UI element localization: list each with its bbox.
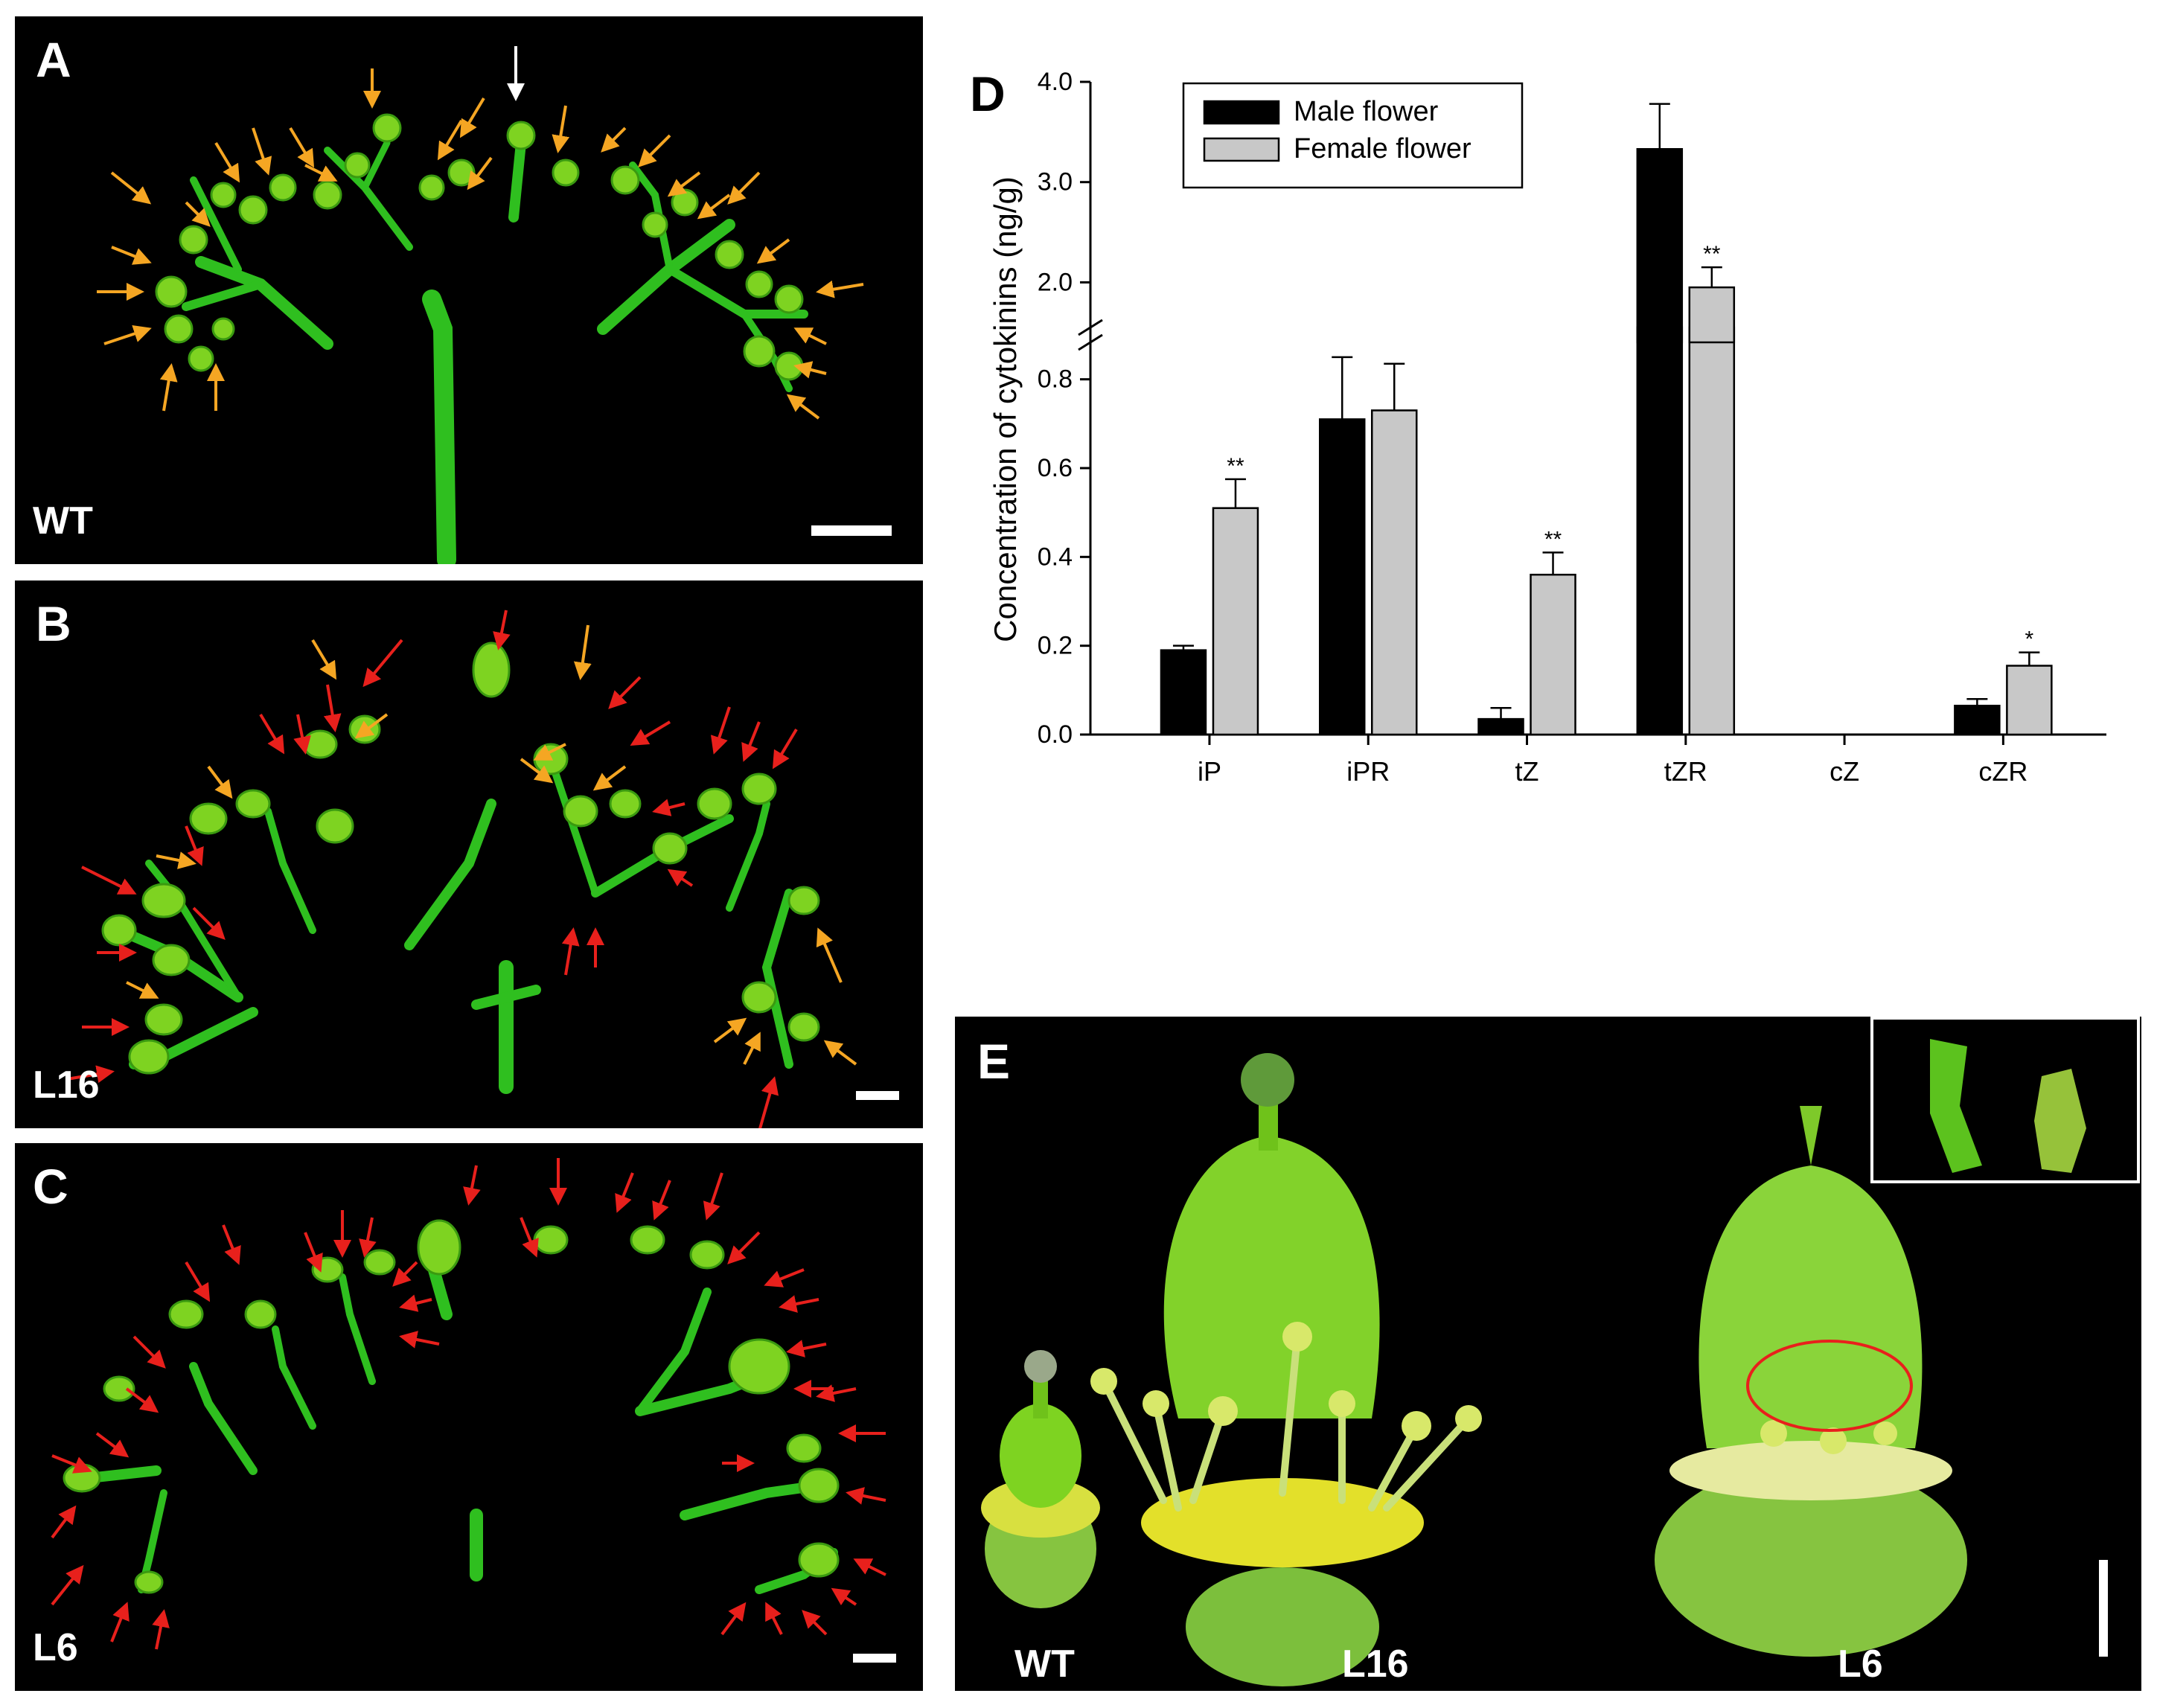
x-tick-label: cZ	[1830, 756, 1859, 787]
y-tick-label: 0.4	[1038, 543, 1073, 571]
scale-bar	[811, 525, 892, 536]
bar	[2006, 665, 2053, 736]
y-axis-label: Concentration of cytokinins (ng/g)	[988, 176, 1023, 642]
y-tick-label: 2.0	[1038, 268, 1073, 296]
bar	[1636, 326, 1684, 736]
x-tick-label: iP	[1198, 756, 1221, 787]
bar	[1636, 147, 1684, 344]
panel-letter: E	[977, 1034, 1011, 1089]
x-tick-label: cZR	[1978, 756, 2027, 787]
y-tick-label: 4.0	[1038, 68, 1073, 96]
panel-b-photo	[66, 610, 857, 1128]
significance-mark: **	[1544, 527, 1562, 551]
highlight-circle	[1746, 1340, 1913, 1432]
significance-mark: *	[2025, 627, 2034, 652]
l6-flower	[1655, 1106, 1967, 1657]
panel-b: B L16	[15, 580, 923, 1128]
genotype-label: WT	[33, 499, 93, 543]
panel-c: C L6	[15, 1143, 923, 1691]
y-tick-label: 0.0	[1038, 720, 1073, 749]
significance-mark: **	[1227, 454, 1244, 479]
axis-break-mark	[1078, 333, 1103, 351]
panel-a: A WT	[15, 16, 923, 564]
legend-label: Male flower	[1294, 96, 1439, 127]
legend-label: Female flower	[1294, 133, 1471, 164]
bar	[1212, 507, 1259, 736]
cytokinin-bar-chart: 0.0 0.2 0.4 0.6 0.8 2.0 3.0 4.0 Concentration of…	[988, 68, 2106, 787]
bar	[1530, 573, 1576, 736]
bar	[1477, 717, 1524, 736]
bar	[1160, 649, 1207, 736]
x-tick-label: tZR	[1664, 756, 1707, 787]
panel-letter-d: D	[970, 66, 1006, 121]
x-tick-label: tZ	[1515, 756, 1539, 787]
panel-letter: B	[36, 596, 71, 651]
inset	[1870, 1017, 2140, 1183]
genotype-label-wt: WT	[1014, 1643, 1075, 1686]
significance-mark: **	[1703, 242, 1721, 266]
axis-break-mark	[1078, 319, 1103, 336]
bar	[1370, 409, 1418, 736]
legend-swatch	[1203, 137, 1280, 162]
x-tick-label: iPR	[1346, 756, 1390, 787]
genotype-label-l6: L6	[1838, 1643, 1883, 1686]
y-tick-label: 0.2	[1038, 632, 1073, 660]
bar	[1318, 418, 1366, 736]
bar	[1688, 326, 1736, 736]
panel-c-photo	[51, 1158, 886, 1650]
legend-swatch	[1203, 100, 1280, 125]
y-tick-label: 0.6	[1038, 454, 1073, 482]
panel-letter: A	[36, 32, 71, 87]
bar	[1954, 704, 2001, 736]
genotype-label-l16: L16	[1342, 1643, 1409, 1686]
wt-flower	[981, 1350, 1100, 1608]
panel-e-photo	[981, 1017, 2140, 1686]
bar	[1688, 286, 1736, 344]
panel-letter: C	[33, 1159, 68, 1214]
scale-bar	[853, 1654, 896, 1663]
scale-bar	[856, 1091, 899, 1100]
y-tick-label: 0.8	[1038, 365, 1073, 394]
genotype-label: L6	[33, 1626, 78, 1669]
panel-e: E WT L16 L6	[955, 1017, 2141, 1691]
y-tick-label: 3.0	[1038, 168, 1073, 196]
l16-flower	[1090, 1053, 1482, 1686]
scale-bar	[2099, 1560, 2108, 1657]
genotype-label: L16	[33, 1063, 100, 1107]
panel-a-photo	[97, 46, 864, 564]
